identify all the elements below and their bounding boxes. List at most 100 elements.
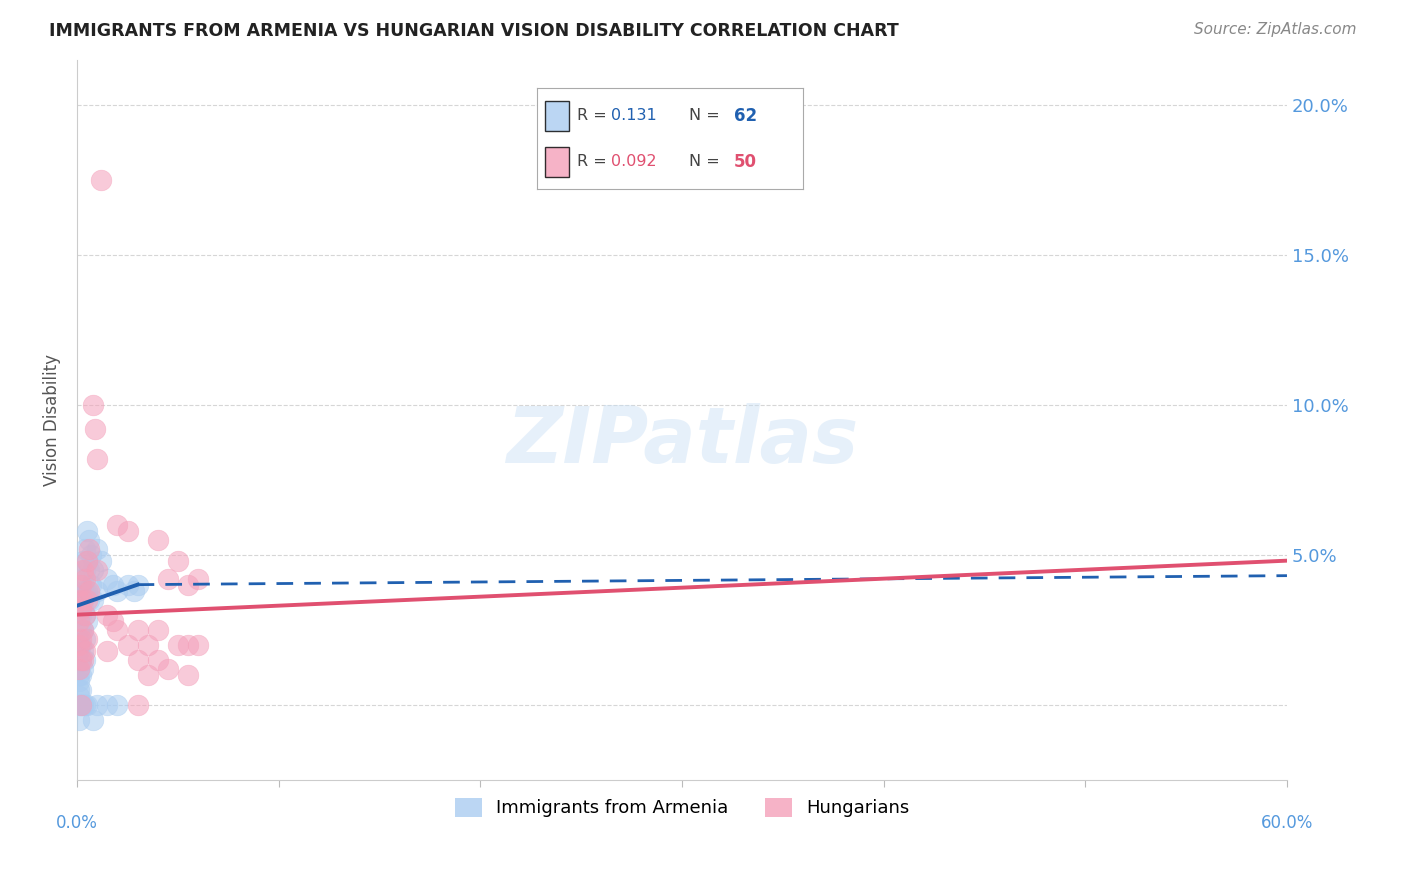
Point [136,667,159,681]
Point [86,583,108,598]
Point [146,653,169,667]
Point [76,554,98,568]
Point [86,451,108,466]
Point [122,583,145,598]
Point [76,554,98,568]
Point [76,614,98,628]
Point [70,653,93,667]
Point [75,698,97,712]
Point [80,548,103,562]
Point [107,583,129,598]
Point [156,572,179,586]
Point [70,592,93,607]
Point [72,572,94,586]
Point [67,698,90,712]
Text: Source: ZipAtlas.com: Source: ZipAtlas.com [1194,22,1357,37]
Point [75,607,97,622]
Point [96,643,118,657]
Point [86,541,108,556]
Point [72,583,94,598]
Point [127,698,149,712]
Point [70,653,93,667]
Point [72,623,94,637]
Point [72,698,94,712]
Point [67,673,90,688]
Point [67,592,90,607]
Point [70,667,93,681]
Point [70,698,93,712]
Point [136,638,159,652]
Point [67,653,90,667]
Text: ZIPatlas: ZIPatlas [506,403,858,479]
Point [76,698,98,712]
Point [82,398,104,412]
Point [67,662,90,676]
Point [76,592,98,607]
Point [177,577,200,591]
Point [76,632,98,646]
Point [167,554,190,568]
Point [76,524,98,538]
Point [75,572,97,586]
Point [67,607,90,622]
Point [67,689,90,703]
Point [77,592,100,607]
Point [82,592,104,607]
Point [72,592,94,607]
Point [72,563,94,577]
Point [72,662,94,676]
Point [72,623,94,637]
Point [177,638,200,652]
Point [96,607,118,622]
Point [107,517,129,532]
Point [167,638,190,652]
Point [96,572,118,586]
Point [75,607,97,622]
Point [107,623,129,637]
Point [82,563,104,577]
Point [67,623,90,637]
Y-axis label: Vision Disability: Vision Disability [44,353,60,485]
Point [70,682,93,697]
Point [70,623,93,637]
Point [90,554,112,568]
Point [70,632,93,646]
Point [67,592,90,607]
Point [103,614,125,628]
Point [117,638,139,652]
Point [127,623,149,637]
Point [67,713,90,727]
Point [146,533,169,547]
Point [67,667,90,681]
Point [75,583,97,598]
Point [156,662,179,676]
Point [187,572,209,586]
Point [77,533,100,547]
Point [177,667,200,681]
Point [90,172,112,186]
Point [75,632,97,646]
Point [75,653,97,667]
Point [107,698,129,712]
Point [77,541,100,556]
Point [86,698,108,712]
Point [77,563,100,577]
Point [70,577,93,591]
Point [72,601,94,615]
Point [75,643,97,657]
Point [76,583,98,598]
Point [80,577,103,591]
Point [77,583,100,598]
Point [96,698,118,712]
Point [67,682,90,697]
Point [103,577,125,591]
Point [72,643,94,657]
Text: 0.0%: 0.0% [56,814,98,832]
Point [146,623,169,637]
Text: 60.0%: 60.0% [1261,814,1313,832]
Point [70,601,93,615]
Point [127,577,149,591]
Point [70,607,93,622]
Point [84,422,107,436]
Point [82,713,104,727]
